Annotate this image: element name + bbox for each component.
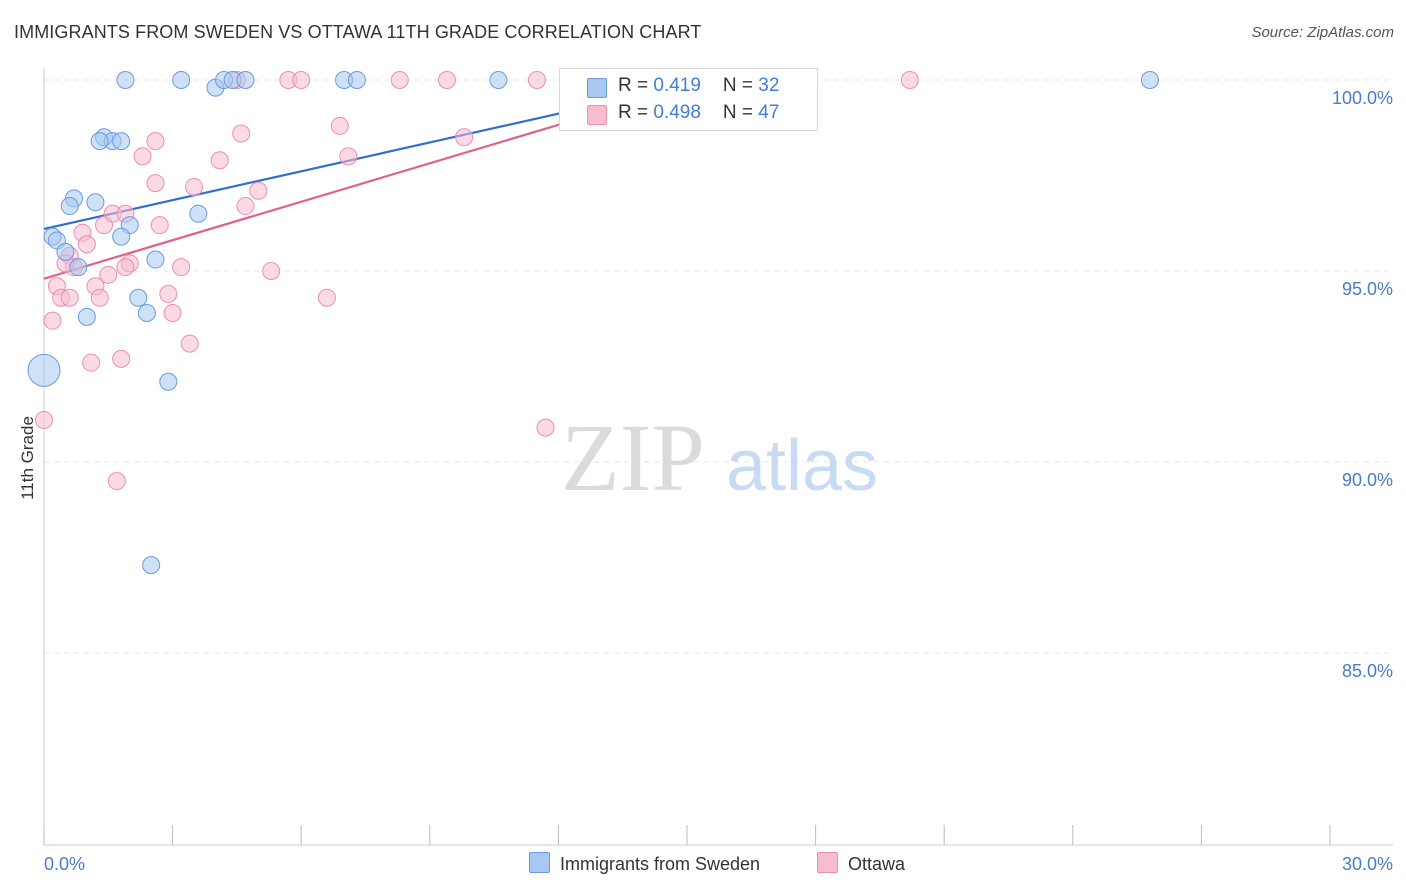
bottom-legend-sweden: Immigrants from Sweden [529, 852, 760, 875]
ottawa-point [390, 71, 409, 89]
sweden-point [90, 132, 109, 151]
sweden-point [189, 204, 208, 223]
y-tick-label: 100.0% [1332, 88, 1393, 108]
ottawa-point [455, 128, 474, 147]
watermark-zip: ZIP [561, 404, 705, 511]
ottawa-point [146, 174, 165, 193]
ottawa-point [536, 418, 555, 437]
ottawa-point [292, 71, 311, 89]
y-tick-label: 85.0% [1342, 661, 1393, 681]
ottawa-point [232, 124, 251, 143]
sweden-point [60, 197, 79, 216]
x-tick-label-max: 30.0% [1342, 854, 1393, 874]
y-tick-label: 95.0% [1342, 279, 1393, 299]
sweden-point [112, 227, 131, 246]
axes [43, 68, 1393, 846]
x-tick-label-min: 0.0% [44, 854, 85, 874]
sweden-point [112, 132, 131, 151]
ottawa-point [180, 334, 199, 353]
correlation-legend: R = 0.419 N = 32 R = 0.498 N = 47 [559, 68, 818, 131]
watermark: ZIP atlas [561, 404, 878, 511]
y-tick-labels: 100.0% 95.0% 90.0% 85.0% [1332, 88, 1393, 681]
ottawa-point [210, 151, 229, 170]
ottawa-point [116, 258, 135, 277]
legend-text-ottawa: R = 0.498 N = 47 [618, 102, 779, 124]
ottawa-point [107, 472, 126, 491]
ottawa-point [90, 288, 109, 307]
chart-title: IMMIGRANTS FROM SWEDEN VS OTTAWA 11TH GR… [14, 22, 702, 42]
legend-text-sweden: R = 0.419 N = 32 [618, 75, 779, 97]
ottawa-point [262, 262, 281, 280]
sweden-points [27, 71, 1159, 575]
legend-swatch-sweden [587, 78, 607, 98]
ottawa-point [163, 304, 182, 323]
y-tick-label: 90.0% [1342, 470, 1393, 490]
ottawa-point [527, 71, 546, 89]
ottawa-point [172, 258, 191, 277]
sweden-point [146, 250, 165, 269]
legend-r-value: 0.419 [653, 75, 701, 96]
sweden-point [137, 304, 156, 323]
ottawa-point [133, 147, 152, 166]
ottawa-point [43, 311, 62, 330]
y-axis-label: 11th Grade [18, 416, 37, 500]
bottom-legend-swatch-ottawa [817, 852, 838, 873]
bottom-legend-label-ottawa: Ottawa [848, 854, 906, 874]
ottawa-point [185, 177, 204, 196]
bottom-legend-swatch-sweden [529, 852, 550, 873]
legend-n-label: N = [722, 102, 759, 123]
ottawa-point [60, 288, 79, 307]
ottawa-point [99, 265, 118, 284]
legend-swatch-ottawa [587, 105, 607, 125]
legend-n-value: 32 [758, 75, 780, 96]
ottawa-point [159, 284, 178, 303]
sweden-point [86, 193, 105, 212]
watermark-atlas: atlas [726, 426, 878, 506]
sweden-point [69, 258, 88, 277]
legend-r-value: 0.498 [653, 102, 701, 123]
ottawa-point [35, 410, 53, 429]
sweden-point [347, 71, 366, 89]
sweden-point [159, 372, 178, 391]
sweden-point [142, 556, 161, 575]
ottawa-point [317, 288, 336, 307]
sweden-point [77, 307, 96, 326]
sweden-point [489, 71, 508, 89]
sweden-point [172, 71, 191, 89]
sweden-point [1140, 71, 1159, 89]
legend-r-label: R = [618, 102, 654, 123]
ottawa-point [330, 116, 349, 135]
ottawa-point [146, 132, 165, 151]
gridlines [44, 79, 1393, 654]
ottawa-point [112, 349, 131, 368]
ottawa-point [82, 353, 101, 372]
sweden-point [116, 71, 135, 89]
ottawa-point [339, 147, 358, 166]
bottom-legend-ottawa: Ottawa [817, 852, 905, 875]
legend-r-label: R = [618, 75, 654, 96]
ottawa-point [900, 71, 919, 89]
legend-n-label: N = [722, 75, 759, 96]
sweden-point [236, 71, 255, 89]
ottawa-point [95, 216, 114, 235]
sweden-point [129, 288, 148, 307]
source-label: Source: ZipAtlas.com [1251, 24, 1394, 41]
legend-n-value: 47 [758, 102, 780, 123]
sweden-point [56, 242, 75, 261]
ottawa-point [249, 181, 268, 200]
ottawa-point [150, 216, 169, 235]
ottawa-point [437, 71, 456, 89]
bottom-legend-label-sweden: Immigrants from Sweden [560, 854, 761, 874]
ottawa-point [77, 235, 96, 254]
ottawa-point [236, 197, 255, 216]
sweden-point [27, 353, 61, 387]
